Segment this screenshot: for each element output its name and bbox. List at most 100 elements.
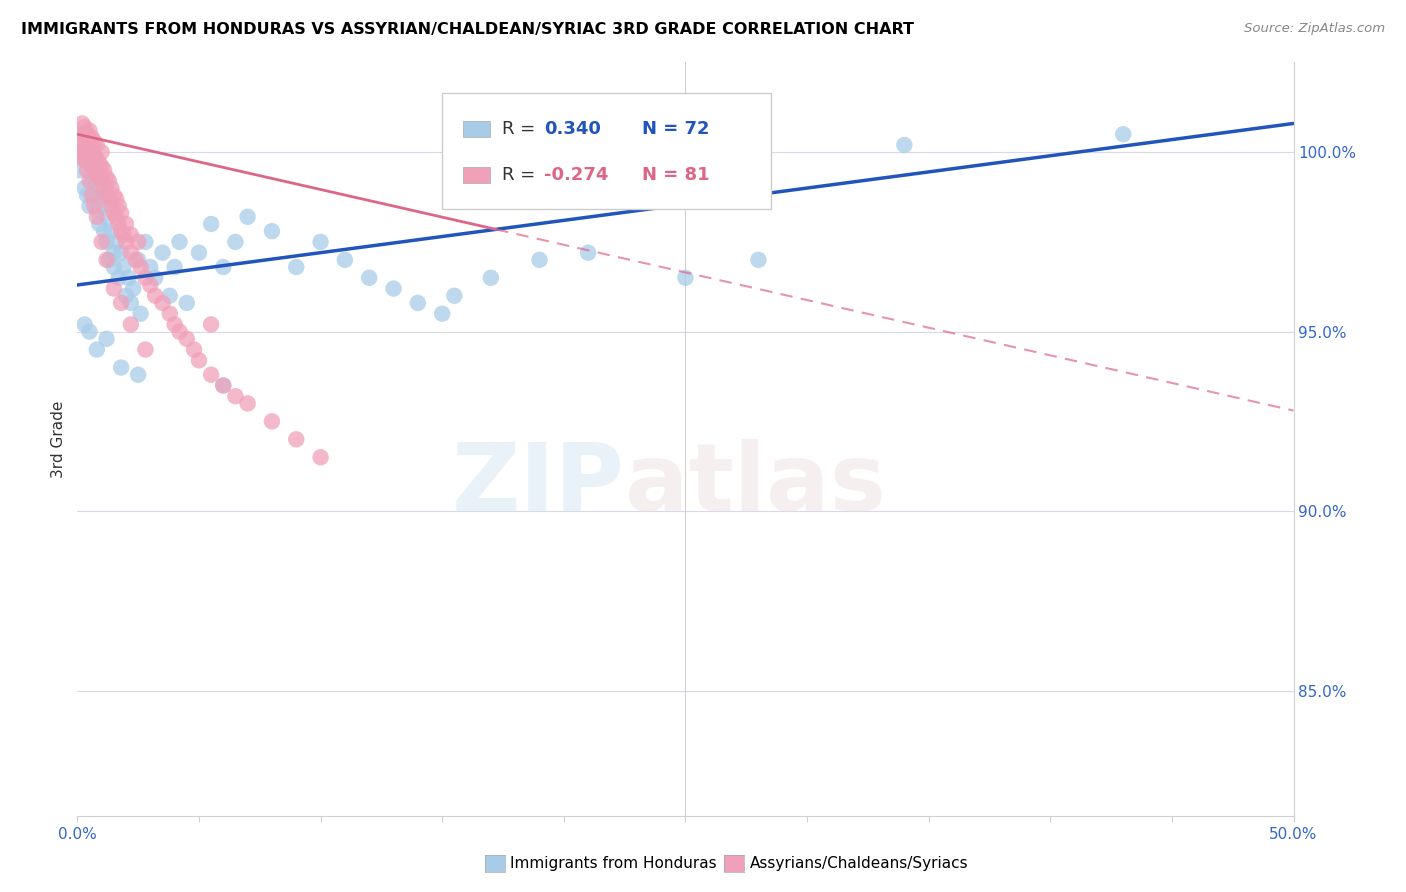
- Point: [90, 174, 112, 188]
- Text: R =: R =: [502, 120, 541, 138]
- Point: [83, 135, 105, 149]
- Point: [224, 389, 246, 403]
- Point: [200, 318, 222, 332]
- Point: [152, 296, 174, 310]
- Point: [100, 199, 122, 213]
- Point: [260, 224, 283, 238]
- Text: atlas: atlas: [624, 439, 886, 531]
- Point: [163, 260, 186, 274]
- Point: [200, 368, 222, 382]
- Point: [83, 149, 105, 163]
- Point: [70, 153, 93, 167]
- Point: [93, 181, 115, 195]
- Point: [76, 145, 98, 160]
- Point: [80, 160, 103, 174]
- Point: [93, 188, 115, 202]
- Bar: [463, 167, 489, 184]
- Text: 0.340: 0.340: [544, 120, 602, 138]
- Point: [112, 227, 135, 242]
- Point: [129, 260, 152, 274]
- Point: [1112, 127, 1135, 141]
- Point: [103, 245, 125, 260]
- Point: [69, 145, 91, 160]
- Point: [90, 145, 112, 160]
- Point: [103, 260, 125, 274]
- Point: [90, 235, 112, 249]
- Point: [86, 343, 108, 357]
- Point: [79, 325, 101, 339]
- Point: [76, 163, 98, 178]
- Point: [89, 156, 111, 170]
- Point: [115, 235, 138, 249]
- Point: [139, 277, 162, 292]
- Point: [120, 245, 142, 260]
- Point: [89, 181, 111, 195]
- Point: [120, 296, 142, 310]
- Point: [103, 281, 125, 295]
- Point: [260, 414, 283, 428]
- Point: [70, 138, 93, 153]
- Point: [159, 289, 181, 303]
- Point: [110, 360, 132, 375]
- Point: [163, 318, 186, 332]
- Point: [112, 260, 135, 274]
- Point: [127, 235, 149, 249]
- Text: Immigrants from Honduras: Immigrants from Honduras: [510, 856, 717, 871]
- Point: [115, 217, 138, 231]
- Point: [103, 188, 125, 202]
- Point: [80, 145, 103, 160]
- Point: [139, 260, 162, 274]
- Point: [747, 252, 769, 267]
- Point: [129, 307, 152, 321]
- Point: [176, 332, 198, 346]
- Point: [107, 217, 129, 231]
- Point: [152, 245, 174, 260]
- FancyBboxPatch shape: [441, 93, 770, 210]
- Point: [382, 281, 405, 295]
- Text: N = 81: N = 81: [641, 166, 709, 184]
- Point: [89, 170, 111, 185]
- Point: [212, 378, 235, 392]
- Point: [73, 153, 96, 167]
- Point: [96, 332, 118, 346]
- Point: [188, 353, 211, 368]
- Point: [76, 188, 98, 202]
- Text: IMMIGRANTS FROM HONDURAS VS ASSYRIAN/CHALDEAN/SYRIAC 3RD GRADE CORRELATION CHART: IMMIGRANTS FROM HONDURAS VS ASSYRIAN/CHA…: [21, 22, 914, 37]
- Point: [117, 270, 139, 285]
- Point: [110, 296, 132, 310]
- Point: [105, 235, 128, 249]
- Point: [73, 181, 96, 195]
- Text: R =: R =: [502, 166, 541, 184]
- Point: [309, 235, 332, 249]
- Point: [96, 188, 118, 202]
- Point: [479, 270, 502, 285]
- Point: [110, 224, 132, 238]
- Text: Source: ZipAtlas.com: Source: ZipAtlas.com: [1244, 22, 1385, 36]
- Point: [103, 206, 125, 220]
- Point: [73, 127, 96, 141]
- Point: [143, 289, 166, 303]
- Point: [83, 160, 105, 174]
- Point: [110, 245, 132, 260]
- Point: [86, 170, 108, 185]
- Point: [79, 123, 101, 137]
- Point: [83, 199, 105, 213]
- Point: [80, 174, 103, 188]
- Point: [430, 307, 453, 321]
- Point: [96, 210, 118, 224]
- Point: [100, 224, 122, 238]
- Point: [73, 318, 96, 332]
- Point: [236, 396, 259, 410]
- Point: [96, 235, 118, 249]
- Point: [236, 210, 259, 224]
- Point: [200, 217, 222, 231]
- Point: [69, 127, 91, 141]
- Point: [159, 307, 181, 321]
- Point: [79, 199, 101, 213]
- Point: [443, 289, 465, 303]
- Point: [212, 260, 235, 274]
- Point: [529, 252, 551, 267]
- Point: [97, 192, 120, 206]
- Point: [127, 252, 149, 267]
- Point: [80, 130, 103, 145]
